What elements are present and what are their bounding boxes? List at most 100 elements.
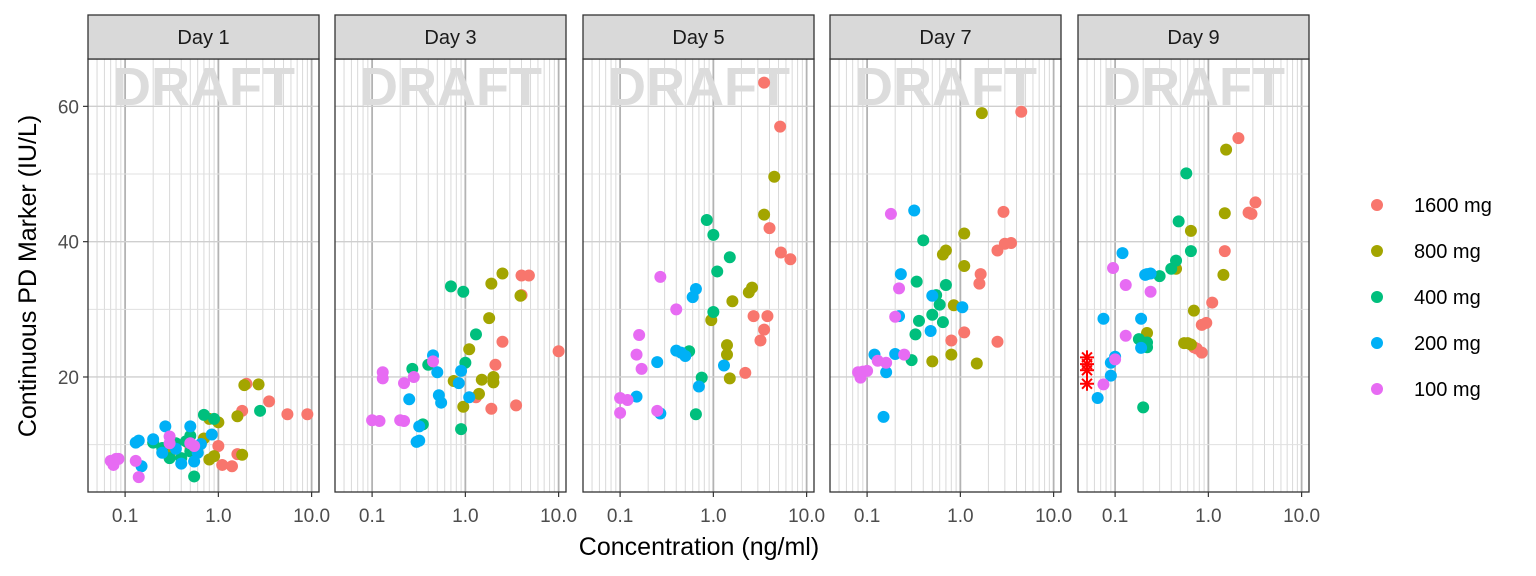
data-point [1220, 143, 1233, 156]
strip-label: Day 7 [919, 27, 971, 49]
data-point [197, 408, 210, 421]
data-point [997, 205, 1010, 218]
legend-label: 400 mg [1414, 287, 1481, 309]
data-point [1180, 167, 1193, 180]
data-point [455, 423, 468, 436]
data-point [746, 281, 759, 294]
data-point [1206, 296, 1219, 309]
data-point [496, 267, 509, 280]
data-point [1144, 267, 1157, 280]
data-point [1184, 338, 1197, 351]
draft-watermark: DRAFT [854, 57, 1037, 117]
legend-key [1371, 245, 1383, 257]
data-point [633, 329, 646, 342]
data-point [129, 454, 142, 467]
data-point [635, 362, 648, 375]
data-point [726, 295, 739, 308]
legend-item: 200 mg [1371, 333, 1481, 355]
data-point [413, 434, 426, 447]
data-point [112, 452, 125, 465]
data-point [1109, 353, 1122, 366]
data-point [958, 260, 971, 273]
data-point [747, 310, 760, 323]
data-point [720, 348, 733, 361]
legend-key [1371, 199, 1383, 211]
data-point [1137, 401, 1150, 414]
data-point [926, 308, 939, 321]
data-point [723, 251, 736, 264]
data-point [956, 301, 969, 314]
data-point [717, 359, 730, 372]
data-point [496, 335, 509, 348]
data-point [472, 387, 485, 400]
data-point [175, 457, 188, 470]
grid-lines [87, 59, 319, 492]
series-100-mg [104, 430, 201, 484]
draft-watermark: DRAFT [112, 57, 295, 117]
legend-item: 1600 mg [1371, 195, 1492, 217]
data-point [894, 268, 907, 281]
data-point [933, 298, 946, 311]
x-tick-label: 0.1 [607, 506, 633, 527]
draft-watermark: DRAFT [359, 57, 542, 117]
legend-label: 100 mg [1414, 379, 1481, 401]
data-point [926, 355, 939, 368]
data-point [958, 227, 971, 240]
data-point [159, 420, 172, 433]
data-point [912, 314, 925, 327]
data-point [427, 355, 440, 368]
data-point [651, 404, 664, 417]
legend-item: 100 mg [1371, 379, 1481, 401]
data-point [403, 393, 416, 406]
x-tick-label: 1.0 [700, 506, 726, 527]
strip-background [87, 14, 320, 60]
x-tick-label: 10.0 [293, 506, 330, 527]
data-point [231, 410, 244, 423]
data-point [489, 358, 502, 371]
x-tick-label: 1.0 [205, 506, 231, 527]
data-point [463, 391, 476, 404]
data-point [212, 439, 225, 452]
data-point [444, 280, 457, 293]
series-400-mg [1132, 167, 1197, 414]
series-100-mg [1097, 262, 1157, 391]
strip-label: Day 1 [177, 27, 229, 49]
data-point [1107, 262, 1120, 275]
x-tick-label: 10.0 [1283, 506, 1320, 527]
data-point [945, 334, 958, 347]
data-point [463, 343, 476, 356]
data-point [679, 350, 692, 363]
strip-background [582, 14, 815, 60]
panels: DRAFT Day 1 0.1 1.0 10.0 20 40 60 DRAFT Day 3 0.1 1… [58, 14, 1320, 527]
panel-day-3: DRAFT Day 5 0.1 1.0 10.0 [582, 14, 825, 527]
data-point [670, 303, 683, 316]
series-800-mg [705, 170, 781, 385]
series-200-mg [868, 204, 969, 423]
data-point [910, 275, 923, 288]
series-1600-mg [739, 76, 797, 379]
panel-day-2: DRAFT Day 3 0.1 1.0 10.0 [334, 14, 577, 527]
strip-label: Day 3 [424, 27, 476, 49]
data-point [376, 366, 389, 379]
data-point [1184, 224, 1197, 237]
x-tick-label: 0.1 [112, 506, 138, 527]
data-point [1217, 268, 1230, 281]
series-200-mg [403, 349, 476, 448]
data-point [711, 265, 724, 278]
data-point [435, 396, 448, 409]
data-point [485, 402, 498, 415]
strip-label: Day 9 [1167, 27, 1219, 49]
data-point [974, 268, 987, 281]
data-point [455, 364, 468, 377]
data-point [889, 347, 902, 360]
data-point [720, 339, 733, 352]
data-point [774, 120, 787, 133]
data-point [908, 204, 921, 217]
data-point [958, 326, 971, 339]
data-point [761, 310, 774, 323]
data-point [758, 208, 771, 221]
data-point [1097, 312, 1110, 325]
data-point [1245, 207, 1258, 220]
data-point [147, 433, 160, 446]
data-point [1104, 369, 1117, 382]
